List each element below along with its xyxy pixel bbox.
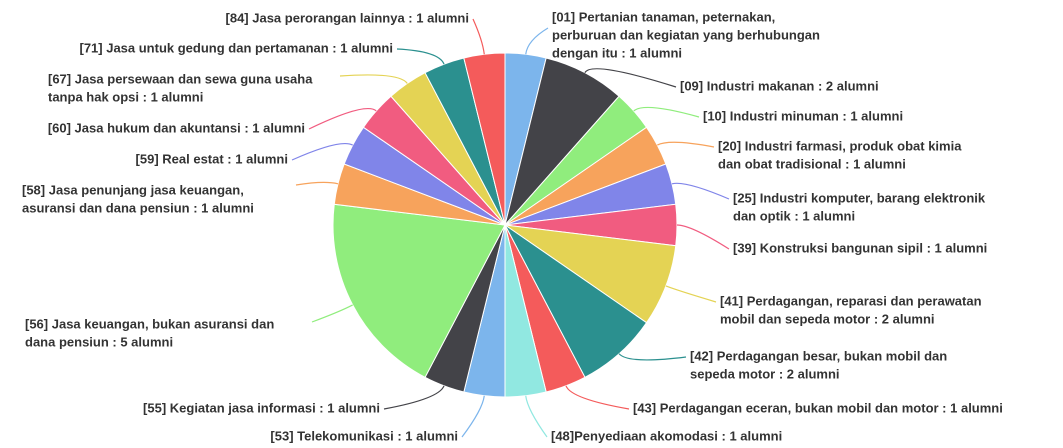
connector [472, 18, 485, 55]
data-label: mobil dan sepeda motor : 2 alumni [720, 311, 935, 326]
data-label: [42] Perdagangan besar, bukan mobil dan [690, 348, 947, 363]
connector [584, 68, 677, 88]
data-label: [20] Industri farmasi, produk obat kimia [718, 138, 962, 153]
data-label: dana pensiun : 5 alumni [25, 334, 173, 349]
connector [618, 353, 687, 361]
data-label: [01] Pertanian tanaman, peternakan, [552, 9, 775, 24]
connector [633, 106, 700, 118]
connector [665, 285, 717, 303]
data-label: [55] Kegiatan jasa informasi : 1 alumni [143, 400, 380, 415]
data-label: [48]Penyediaan akomodasi : 1 alumni [551, 428, 782, 443]
connector [311, 304, 353, 323]
data-label: [43] Perdagangan eceran, bukan mobil dan… [633, 400, 1003, 415]
connector [383, 385, 445, 410]
data-label: [39] Konstruksi bangunan sipil : 1 alumn… [733, 240, 987, 255]
connector [676, 224, 730, 250]
data-label: asuransi dan dana pensiun : 1 alumni [22, 200, 254, 215]
data-label: [09] Industri makanan : 2 alumni [680, 78, 879, 93]
connector [295, 181, 339, 186]
data-label: [58] Jasa penunjang jasa keuangan, [22, 182, 244, 197]
connector [565, 385, 630, 410]
pie-slice [332, 203, 506, 378]
data-label: [53] Telekomunikasi : 1 alumni [270, 428, 458, 443]
data-label: [56] Jasa keuangan, bukan asuransi dan [25, 316, 274, 331]
connector [525, 395, 548, 438]
data-label: sepeda motor : 2 alumni [690, 366, 840, 381]
data-label: tanpa hak opsi : 1 alumni [48, 89, 203, 104]
data-label: dan optik : 1 alumni [733, 208, 855, 223]
data-label: [67] Jasa persewaan dan sewa guna usaha [48, 71, 313, 86]
data-label: [10] Industri minuman : 1 alumni [703, 108, 903, 123]
connector [396, 48, 445, 65]
data-label: dengan itu : 1 alumni [552, 45, 682, 60]
data-label: [60] Jasa hukum dan akuntansi : 1 alumni [48, 120, 305, 135]
connector [525, 27, 549, 55]
pie-slice [463, 52, 506, 226]
data-label: [41] Perdagangan, reparasi dan perawatan [720, 293, 982, 308]
connector [657, 141, 715, 148]
data-label: [59] Real estat : 1 alumni [136, 151, 288, 166]
connector [308, 108, 377, 130]
connector [291, 142, 353, 161]
connector [461, 395, 485, 438]
data-label: [84] Jasa perorangan lainnya : 1 alumni [226, 10, 469, 25]
data-label: [25] Industri komputer, barang elektroni… [733, 190, 986, 205]
connector [671, 182, 730, 200]
data-label: dan obat tradisional : 1 alumni [718, 156, 906, 171]
connector [339, 74, 408, 84]
data-label: perburuan dan kegiatan yang berhubungan [552, 27, 820, 42]
data-label: [71] Jasa untuk gedung dan pertamanan : … [79, 40, 393, 55]
